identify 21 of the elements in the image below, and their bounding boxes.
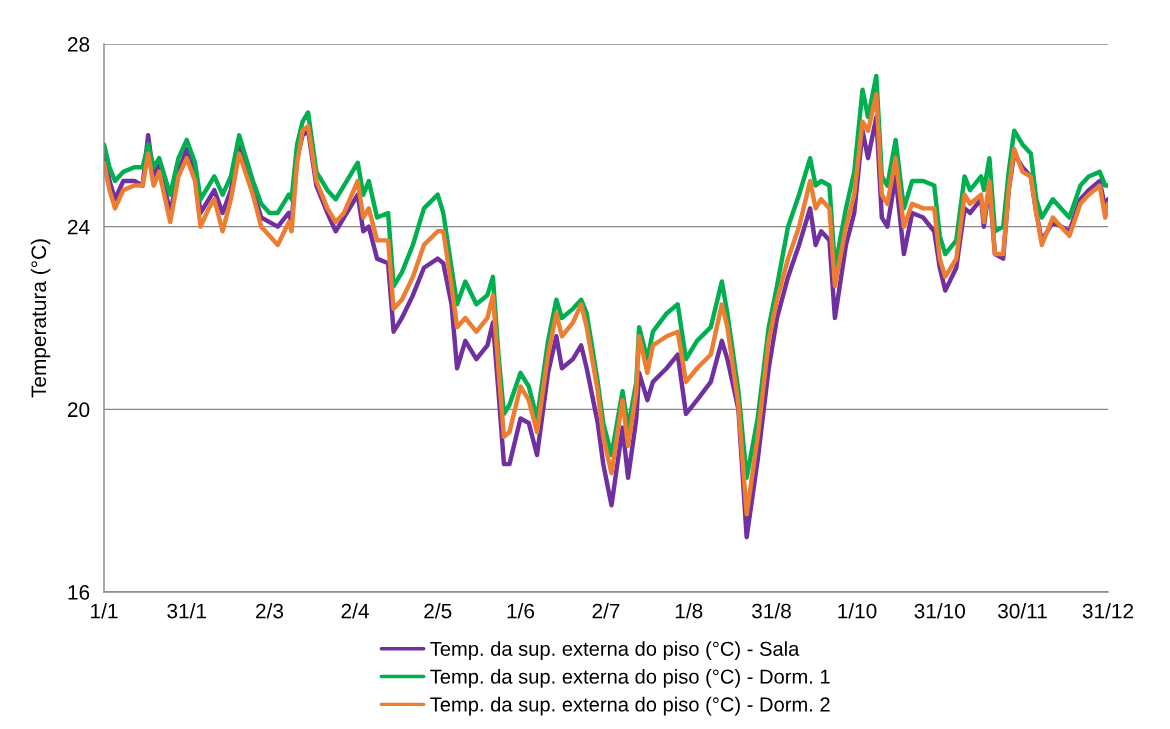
y-tick-label: 20 [67, 402, 90, 418]
x-tick-label: 2/3 [256, 603, 284, 619]
legend-label: Temp. da sup. externa do piso (°C) - Sala [430, 641, 800, 660]
x-tick-label: 30/11 [997, 603, 1047, 619]
y-axis-title: Temperatura (°C) [30, 239, 51, 398]
y-tick-label: 16 [68, 585, 90, 600]
y-tick-label: 28 [67, 37, 90, 52]
x-tick-label: 2/7 [592, 603, 620, 619]
x-tick-label: 31/10 [914, 603, 965, 619]
x-tick-label: 1/6 [507, 603, 535, 619]
legend-label: Temp. da sup. externa do piso (°C) - Dorm. 2 [430, 696, 830, 716]
x-tick-label: 31/12 [1082, 603, 1134, 619]
x-tick-label: 2/4 [341, 603, 369, 619]
x-tick-label: 1/8 [675, 603, 703, 619]
legend-label: Temp. da sup. externa do piso (°C) - Dorm. 1 [430, 668, 830, 688]
x-tick-label: 31/8 [752, 603, 791, 619]
x-tick-label: 1/1 [91, 603, 118, 619]
x-tick-label: 31/1 [167, 603, 207, 619]
y-tick-label: 24 [67, 219, 90, 235]
x-tick-label: 2/5 [424, 603, 452, 619]
x-tick-label: 1/10 [838, 603, 877, 619]
